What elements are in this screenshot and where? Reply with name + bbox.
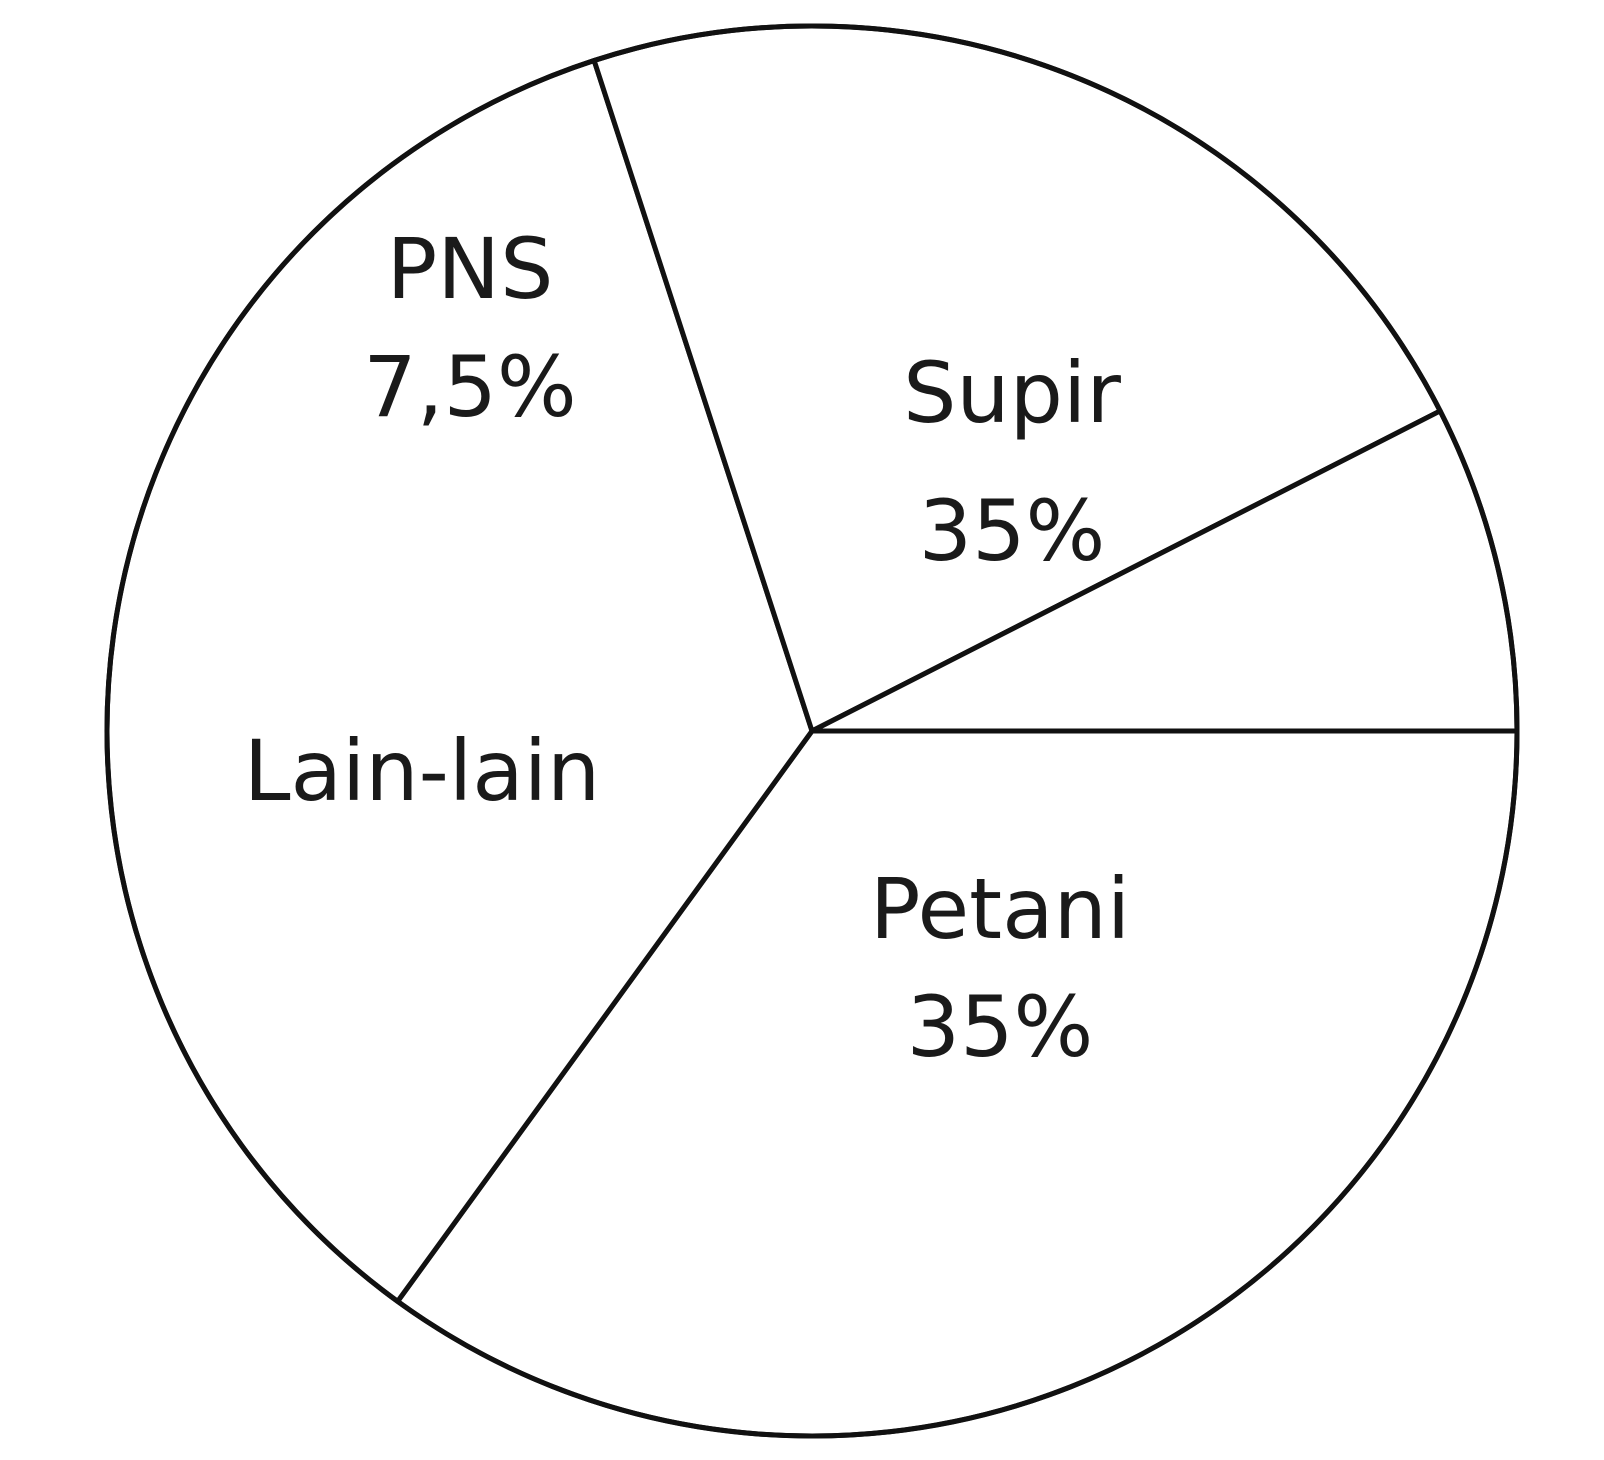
- slice-label-lain-lain: Lain-lain: [244, 722, 601, 820]
- pie-outline: [104, 23, 1520, 1439]
- slice-label-petani: Petani: [870, 860, 1130, 958]
- pie-slices: [104, 23, 1520, 1439]
- slice-value-pns: 7,5%: [363, 338, 576, 436]
- slice-value-supir: 35%: [919, 482, 1106, 580]
- slice-label-supir: Supir: [903, 344, 1121, 442]
- slice-value-petani: 35%: [907, 978, 1094, 1076]
- slice-label-pns: PNS: [387, 220, 554, 318]
- pie-labels: Supir 35% Petani 35% Lain-lain PNS 7,5%: [244, 220, 1130, 1076]
